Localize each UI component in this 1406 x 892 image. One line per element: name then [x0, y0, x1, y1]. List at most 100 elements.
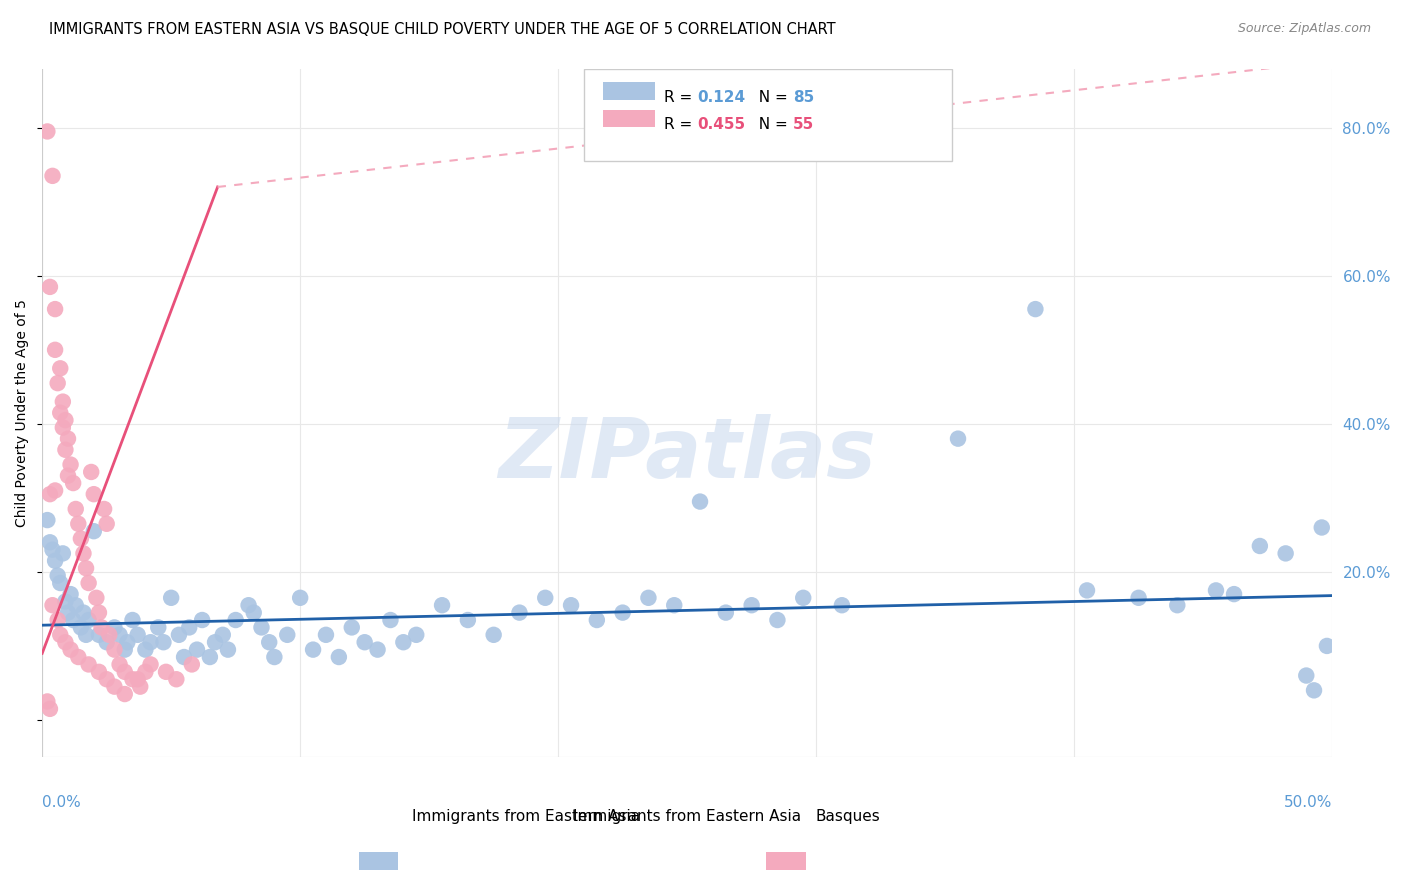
Point	[204, 635, 226, 649]
Point	[1223, 587, 1246, 601]
Point	[41, 598, 63, 612]
Point	[114, 687, 136, 701]
Point	[180, 657, 202, 672]
Point	[37, 513, 59, 527]
Point	[242, 606, 264, 620]
Y-axis label: Child Poverty Under the Age of 5: Child Poverty Under the Age of 5	[15, 299, 30, 526]
Point	[127, 672, 149, 686]
Text: Source: ZipAtlas.com: Source: ZipAtlas.com	[1237, 22, 1371, 36]
Point	[75, 561, 97, 575]
Point	[585, 613, 607, 627]
Point	[328, 650, 350, 665]
FancyBboxPatch shape	[603, 82, 655, 100]
Point	[134, 665, 156, 679]
Point	[250, 620, 273, 634]
Point	[44, 483, 66, 498]
Point	[39, 280, 62, 294]
Point	[108, 628, 131, 642]
Point	[52, 420, 75, 434]
Point	[49, 576, 72, 591]
Point	[257, 635, 280, 649]
Point	[80, 465, 103, 479]
Point	[49, 406, 72, 420]
Point	[127, 628, 149, 642]
Point	[77, 657, 100, 672]
Point	[59, 642, 82, 657]
Point	[191, 613, 214, 627]
Point	[129, 680, 152, 694]
Point	[392, 635, 415, 649]
Point	[353, 635, 375, 649]
Point	[1310, 520, 1333, 534]
Point	[39, 487, 62, 501]
Point	[75, 628, 97, 642]
Point	[179, 620, 201, 634]
Point	[114, 665, 136, 679]
Point	[41, 169, 63, 183]
Point	[1076, 583, 1098, 598]
Text: 0.455: 0.455	[697, 117, 745, 132]
Point	[121, 672, 143, 686]
Point	[664, 598, 686, 612]
Point	[160, 591, 183, 605]
Text: 0.124: 0.124	[697, 89, 745, 104]
Point	[367, 642, 389, 657]
Point	[225, 613, 247, 627]
Point	[121, 613, 143, 627]
Point	[77, 613, 100, 627]
Point	[86, 591, 108, 605]
Point	[831, 598, 853, 612]
Point	[766, 613, 789, 627]
Point	[44, 302, 66, 317]
Point	[44, 554, 66, 568]
Point	[55, 594, 77, 608]
Point	[96, 516, 118, 531]
Point	[56, 606, 79, 620]
Point	[560, 598, 582, 612]
Point	[87, 628, 110, 642]
Point	[103, 620, 125, 634]
Point	[103, 642, 125, 657]
Point	[238, 598, 260, 612]
Text: Immigrants from Eastern Asia: Immigrants from Eastern Asia	[412, 809, 640, 823]
Point	[612, 606, 634, 620]
Point	[52, 546, 75, 560]
Point	[67, 650, 90, 665]
Text: 0.0%: 0.0%	[42, 795, 82, 810]
Point	[430, 598, 453, 612]
Point	[70, 620, 93, 634]
Point	[1128, 591, 1150, 605]
Point	[263, 650, 285, 665]
Point	[482, 628, 505, 642]
Text: 55: 55	[793, 117, 814, 132]
Point	[155, 665, 177, 679]
Point	[134, 642, 156, 657]
Point	[62, 613, 84, 627]
Point	[1316, 639, 1339, 653]
Point	[55, 442, 77, 457]
Point	[56, 468, 79, 483]
Point	[315, 628, 337, 642]
Text: Basques: Basques	[815, 809, 880, 823]
Point	[1295, 668, 1317, 682]
Point	[39, 702, 62, 716]
Point	[1166, 598, 1188, 612]
Point	[37, 124, 59, 138]
Point	[87, 665, 110, 679]
Text: R =: R =	[664, 89, 697, 104]
Point	[46, 376, 69, 391]
Point	[83, 524, 105, 538]
Point	[152, 635, 174, 649]
FancyBboxPatch shape	[603, 110, 655, 127]
Point	[217, 642, 239, 657]
Point	[946, 432, 969, 446]
Point	[211, 628, 233, 642]
Point	[65, 598, 87, 612]
Point	[65, 502, 87, 516]
Point	[714, 606, 737, 620]
Point	[165, 672, 187, 686]
Text: ZIPatlas: ZIPatlas	[498, 414, 876, 494]
Point	[1024, 302, 1046, 317]
Point	[46, 568, 69, 582]
Text: Immigrants from Eastern Asia: Immigrants from Eastern Asia	[574, 809, 801, 823]
